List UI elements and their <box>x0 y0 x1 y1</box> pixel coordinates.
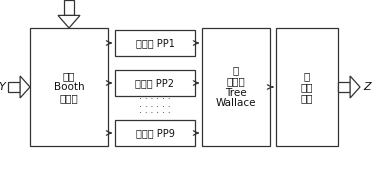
Text: Wallace: Wallace <box>216 99 256 108</box>
Polygon shape <box>350 76 360 98</box>
Text: · · · · · ·: · · · · · · <box>139 96 171 105</box>
Bar <box>8 82 20 92</box>
Polygon shape <box>20 76 30 98</box>
Text: 器: 器 <box>304 71 310 81</box>
Text: 构: 构 <box>233 65 239 76</box>
Text: 部分积 PP9: 部分积 PP9 <box>136 128 174 138</box>
Text: 编码: 编码 <box>63 71 75 81</box>
Text: 部分积 PP2: 部分积 PP2 <box>136 78 174 88</box>
Text: · · · · · ·: · · · · · · <box>139 109 171 118</box>
Text: 部分积 PP1: 部分积 PP1 <box>136 38 174 48</box>
Text: Z: Z <box>363 82 370 92</box>
Bar <box>338 82 350 92</box>
Text: 快速: 快速 <box>301 93 313 103</box>
Text: Booth: Booth <box>54 82 84 92</box>
Text: 压缩结: 压缩结 <box>227 77 245 86</box>
Bar <box>115 120 195 146</box>
Text: · · · · · ·: · · · · · · <box>139 102 171 112</box>
Bar <box>64 0 74 15</box>
Text: 加法: 加法 <box>301 82 313 92</box>
Text: Y: Y <box>0 82 5 92</box>
Bar <box>276 28 338 146</box>
Text: 改进的: 改进的 <box>60 93 78 103</box>
Bar <box>202 28 270 146</box>
Polygon shape <box>58 15 80 28</box>
Bar <box>30 28 108 146</box>
Text: Tree: Tree <box>225 87 247 98</box>
Bar <box>115 70 195 96</box>
Bar <box>115 30 195 56</box>
